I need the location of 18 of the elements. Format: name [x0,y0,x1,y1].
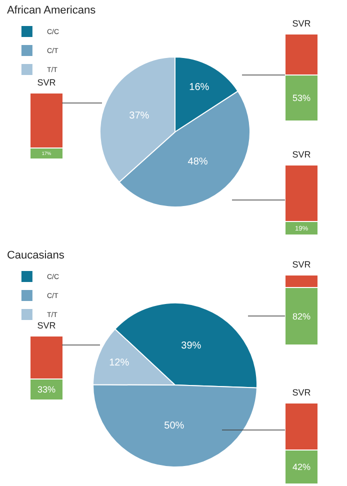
data-label: 37% [129,110,150,122]
chart-title: SVR [37,320,56,330]
data-label: 12% [109,357,130,368]
data-label: 39% [181,340,202,352]
chart-title: African Americans [6,4,96,17]
chart-title: SVR [292,387,312,398]
data-label: 48% [188,156,208,168]
chart-title: SVR [37,77,56,88]
chart-title: Caucasians [6,250,65,262]
chart-title: SVR [292,149,312,160]
data-label: 53% [292,92,311,103]
data-label: 82% [292,311,311,322]
data-label: 50% [164,420,184,432]
chart-title: SVR [292,259,312,270]
data-label: 33% [37,384,56,394]
chart-title: SVR [292,18,312,28]
data-label: 42% [292,462,311,472]
data-label: 16% [189,82,210,93]
